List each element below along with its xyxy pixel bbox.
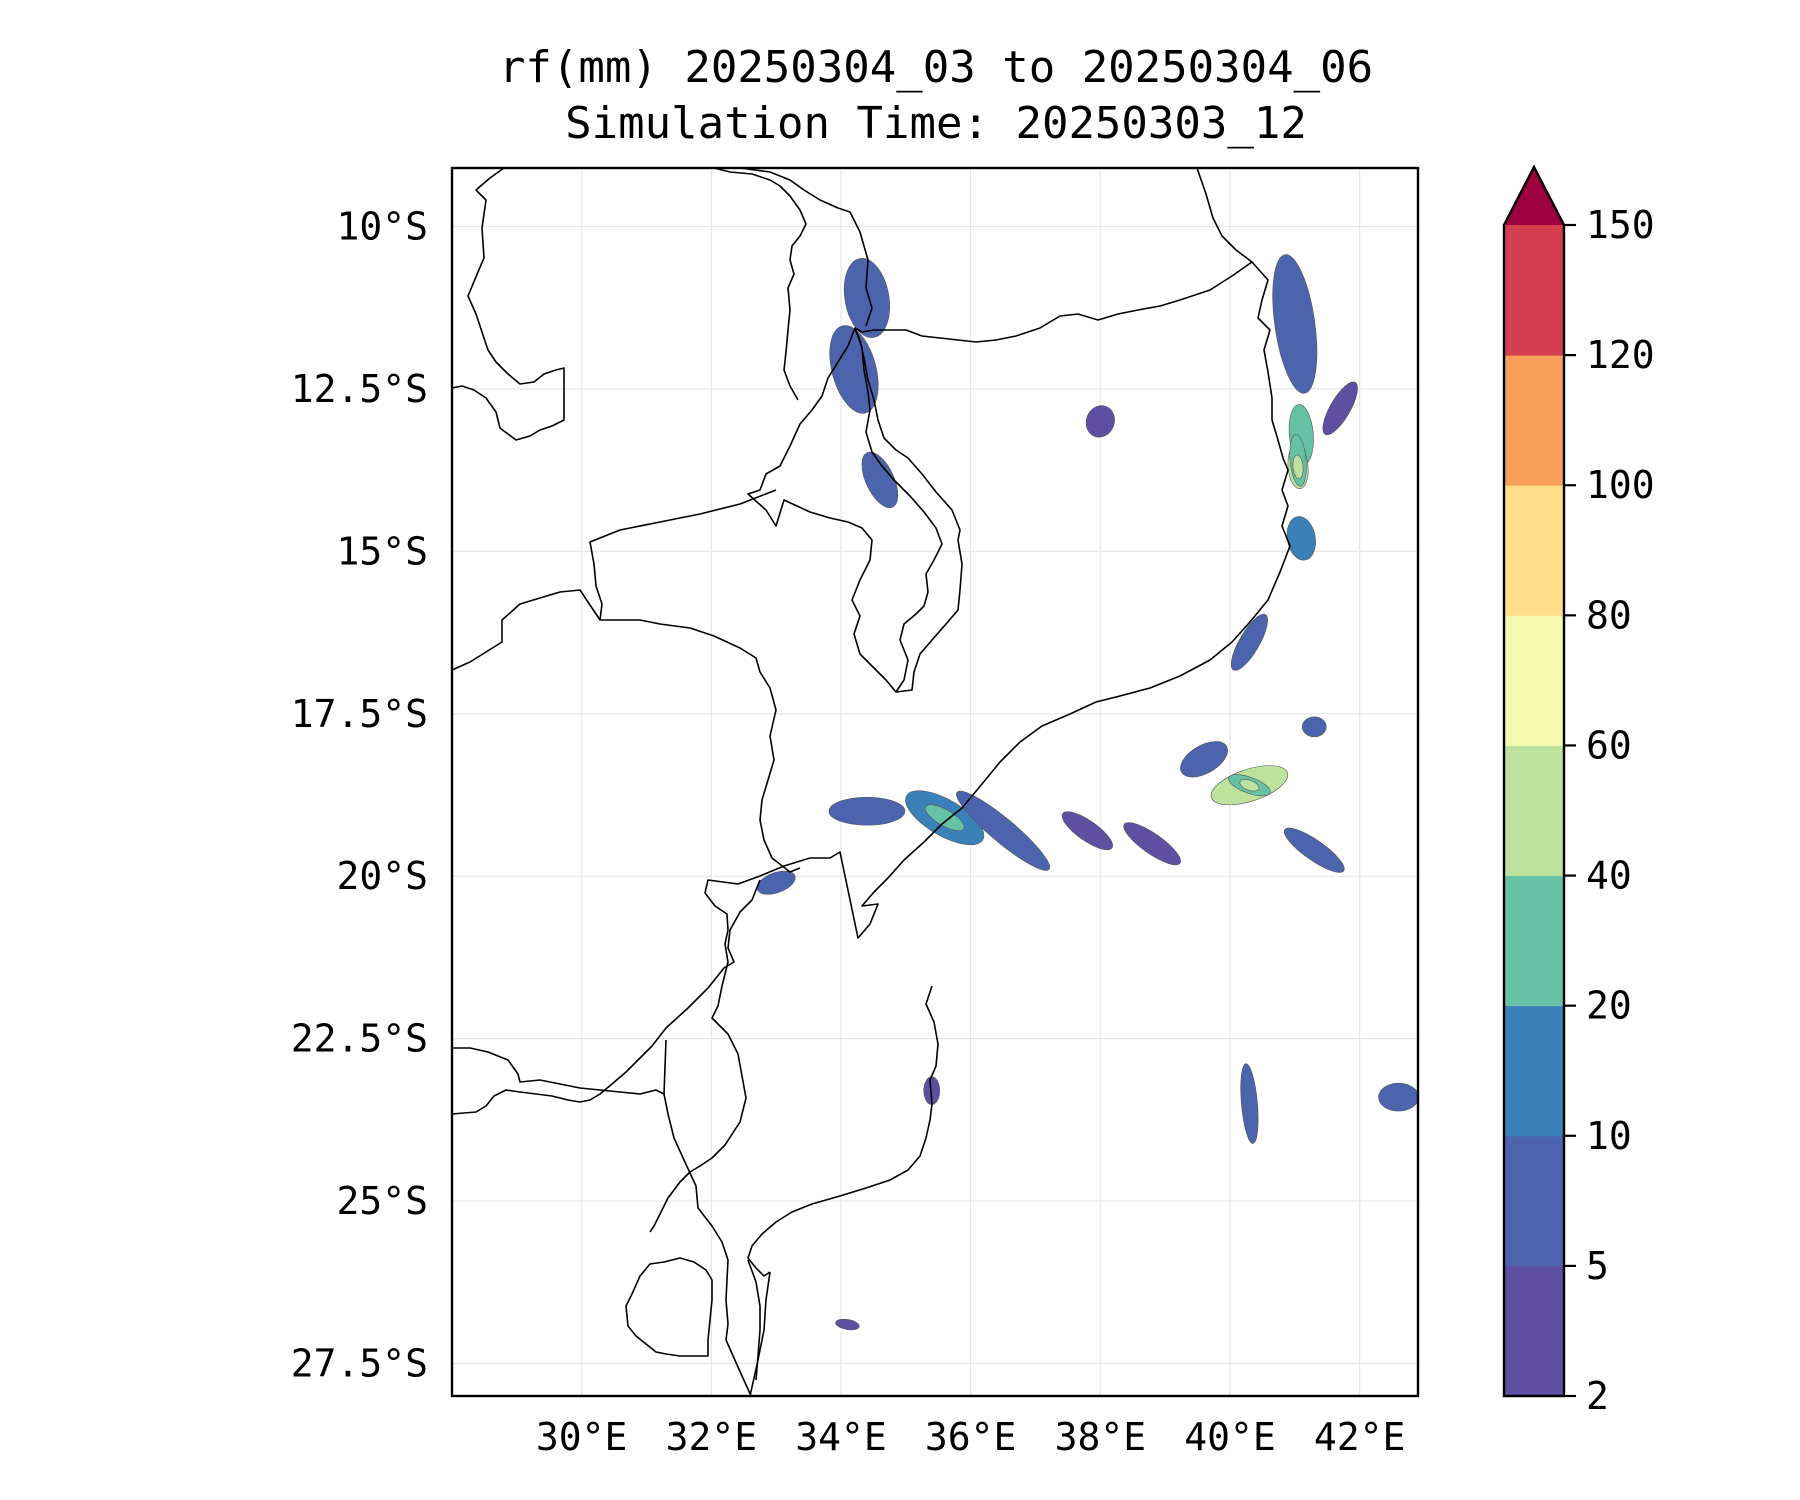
lon-tick-label: 42°E bbox=[1314, 1415, 1406, 1459]
coastline bbox=[649, 168, 1291, 1233]
lat-tick-label: 25°S bbox=[336, 1179, 428, 1223]
rain-cell bbox=[1272, 254, 1318, 394]
colorbar-label: 120 bbox=[1586, 333, 1655, 377]
map-frame bbox=[450, 166, 1420, 1398]
colorbar-label: 10 bbox=[1586, 1114, 1632, 1158]
colorbar-label: 20 bbox=[1586, 984, 1632, 1028]
lon-tick-label: 36°E bbox=[925, 1415, 1017, 1459]
colorbar-band bbox=[1504, 1005, 1564, 1137]
colorbar-band bbox=[1504, 615, 1564, 746]
border-zambia-mz bbox=[452, 489, 801, 873]
lat-tick-label: 22.5°S bbox=[291, 1017, 428, 1061]
rain-cell bbox=[1239, 779, 1260, 792]
lat-tick-label: 20°S bbox=[336, 854, 428, 898]
rain-cell bbox=[756, 870, 796, 895]
colorbar-label: 100 bbox=[1586, 463, 1655, 507]
border-malawi-west bbox=[739, 168, 897, 693]
title-line-2: Simulation Time: 20250303_12 bbox=[565, 98, 1307, 149]
colorbar-extend-arrow bbox=[1504, 167, 1564, 225]
rain-cell bbox=[1230, 613, 1268, 671]
colorbar-outline bbox=[1502, 164, 1566, 1398]
colorbar-band bbox=[1504, 1265, 1564, 1397]
rain-cell bbox=[1292, 454, 1304, 480]
rain-cell bbox=[1322, 381, 1358, 436]
colorbar: 2 5 10 20 40 60 80 100 120 150 bbox=[1502, 164, 1655, 1418]
colorbar-band bbox=[1504, 875, 1564, 1007]
border-zw-mz bbox=[452, 879, 761, 1115]
colorbar-band bbox=[1504, 1135, 1564, 1267]
lat-tick-label: 12.5°S bbox=[291, 367, 428, 411]
boundaries bbox=[452, 168, 1291, 1396]
colorbar-label: 60 bbox=[1586, 723, 1632, 767]
lon-tick-label: 34°E bbox=[795, 1415, 887, 1459]
border-sa-mz bbox=[663, 1093, 761, 1396]
rain-cell bbox=[861, 451, 899, 508]
longitude-ticks: 30°E 32°E 34°E 36°E 38°E 40°E 42°E bbox=[536, 1415, 1406, 1459]
lat-tick-label: 17.5°S bbox=[291, 692, 428, 736]
colorbar-band bbox=[1504, 355, 1564, 486]
rain-cell bbox=[956, 790, 1050, 871]
map-panel bbox=[450, 166, 1420, 1398]
rain-cell bbox=[1301, 716, 1327, 738]
rain-cell bbox=[843, 258, 890, 338]
inhambane-coast bbox=[747, 985, 939, 1277]
maputo-coast bbox=[749, 1271, 771, 1396]
colorbar-band bbox=[1504, 745, 1564, 877]
colorbar-label: 5 bbox=[1586, 1244, 1609, 1288]
lon-tick-label: 32°E bbox=[666, 1415, 758, 1459]
latitude-ticks: 10°S 12.5°S 15°S 17.5°S 20°S 22.5°S 25°S 27.5°S bbox=[291, 204, 428, 1385]
lon-tick-label: 38°E bbox=[1055, 1415, 1147, 1459]
title-line-1: rf(mm) 20250304_03 to 20250304_06 bbox=[499, 42, 1373, 93]
rain-cell bbox=[1123, 822, 1181, 866]
lat-tick-label: 15°S bbox=[336, 529, 428, 573]
colorbar-label: 150 bbox=[1586, 203, 1655, 247]
border-drc bbox=[452, 168, 565, 441]
border-tz-mz bbox=[854, 261, 1253, 343]
rain-cell bbox=[1240, 1063, 1259, 1144]
colorbar-label: 80 bbox=[1586, 593, 1632, 637]
colorbar-label: 40 bbox=[1586, 854, 1632, 898]
eswatini bbox=[625, 1257, 713, 1357]
rain-cell bbox=[1085, 405, 1115, 438]
lon-tick-label: 30°E bbox=[536, 1415, 628, 1459]
colorbar-band bbox=[1504, 225, 1564, 356]
lat-tick-label: 27.5°S bbox=[291, 1342, 428, 1386]
rain-cell bbox=[1061, 811, 1113, 851]
rainfall-layer bbox=[756, 254, 1418, 1331]
rain-cell bbox=[1180, 741, 1228, 778]
rain-cell bbox=[1378, 1082, 1418, 1112]
colorbar-label: 2 bbox=[1586, 1374, 1609, 1418]
rain-cell bbox=[829, 325, 879, 414]
rain-cell bbox=[828, 796, 906, 826]
rain-cell bbox=[1283, 827, 1345, 873]
lon-tick-label: 40°E bbox=[1184, 1415, 1276, 1459]
rain-cell bbox=[835, 1318, 860, 1331]
border-north bbox=[713, 168, 807, 401]
lat-tick-label: 10°S bbox=[336, 204, 428, 248]
colorbar-band bbox=[1504, 485, 1564, 616]
border-botswana bbox=[452, 1039, 667, 1095]
